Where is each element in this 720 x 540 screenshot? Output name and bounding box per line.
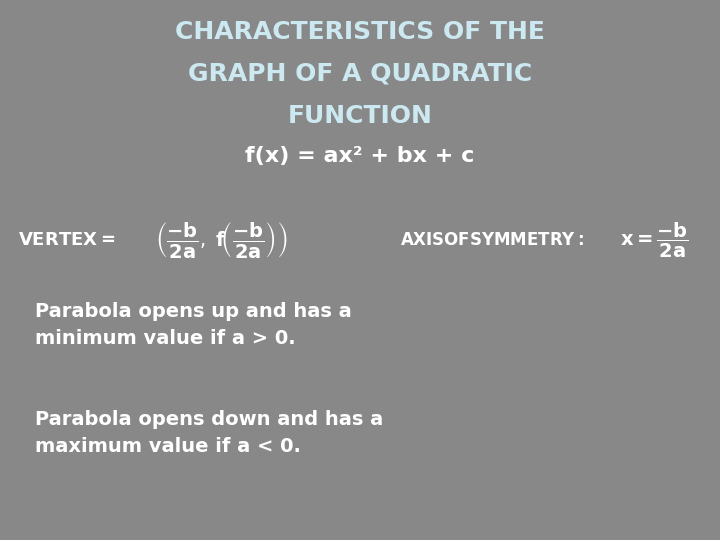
Text: f(x) = ax² + bx + c: f(x) = ax² + bx + c xyxy=(246,146,474,166)
Text: FUNCTION: FUNCTION xyxy=(287,104,433,128)
Text: $\bf{AXISOFSYMMETRY:}$: $\bf{AXISOFSYMMETRY:}$ xyxy=(400,231,584,249)
Text: Parabola opens up and has a
minimum value if a > 0.: Parabola opens up and has a minimum valu… xyxy=(35,302,352,348)
Text: GRAPH OF A QUADRATIC: GRAPH OF A QUADRATIC xyxy=(188,62,532,86)
Text: $\mathbf{x}\mathbf{=}\dfrac{\mathbf{-b}}{\mathbf{2a}}$: $\mathbf{x}\mathbf{=}\dfrac{\mathbf{-b}}… xyxy=(620,220,689,260)
Text: $\left(\dfrac{\mathbf{-b}}{\mathbf{2a}},\ \mathbf{f}\!\left(\dfrac{\mathbf{-b}}{: $\left(\dfrac{\mathbf{-b}}{\mathbf{2a}},… xyxy=(155,220,288,260)
Text: $\bf{VERTEX=}$: $\bf{VERTEX=}$ xyxy=(18,231,115,249)
Text: Parabola opens down and has a
maximum value if a < 0.: Parabola opens down and has a maximum va… xyxy=(35,410,383,456)
Text: CHARACTERISTICS OF THE: CHARACTERISTICS OF THE xyxy=(175,20,545,44)
